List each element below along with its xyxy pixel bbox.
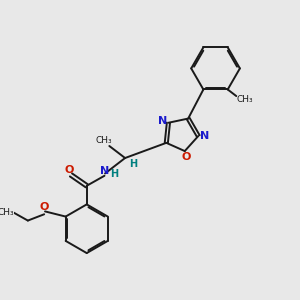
Text: H: H <box>110 169 118 179</box>
Text: H: H <box>130 159 138 169</box>
Text: N: N <box>100 166 110 176</box>
Text: O: O <box>40 202 49 212</box>
Text: CH₃: CH₃ <box>96 136 112 145</box>
Text: CH₃: CH₃ <box>0 208 14 217</box>
Text: CH₃: CH₃ <box>236 95 253 104</box>
Text: O: O <box>65 165 74 175</box>
Text: O: O <box>181 152 190 162</box>
Text: N: N <box>200 131 209 141</box>
Text: N: N <box>158 116 167 126</box>
